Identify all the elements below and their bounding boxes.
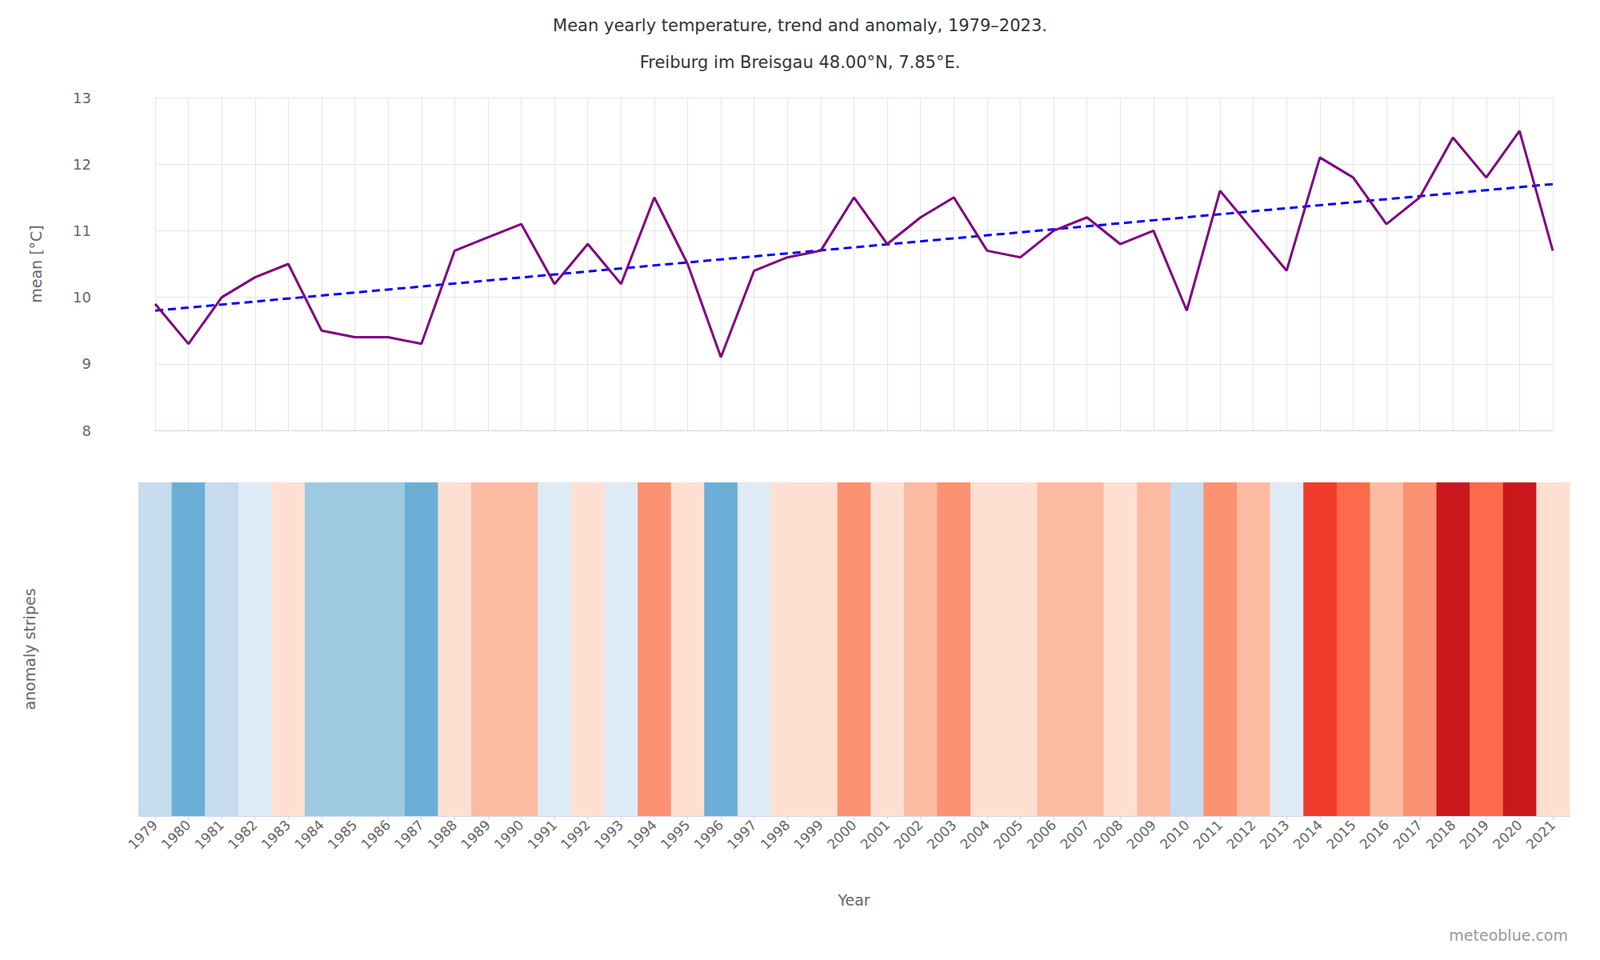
svg-text:1989: 1989: [457, 816, 494, 853]
svg-text:2016: 2016: [1356, 816, 1393, 853]
svg-text:2020: 2020: [1489, 816, 1526, 853]
svg-text:1981: 1981: [191, 816, 228, 853]
svg-text:2004: 2004: [956, 816, 993, 853]
svg-text:2015: 2015: [1323, 816, 1360, 853]
svg-text:2009: 2009: [1123, 816, 1160, 853]
svg-text:Year: Year: [836, 891, 870, 909]
svg-text:2017: 2017: [1389, 816, 1426, 853]
svg-text:1995: 1995: [657, 816, 694, 853]
svg-text:1979: 1979: [124, 816, 161, 853]
svg-text:1998: 1998: [757, 816, 794, 853]
svg-text:1987: 1987: [391, 816, 428, 853]
svg-text:2008: 2008: [1090, 816, 1127, 853]
svg-text:1992: 1992: [557, 816, 594, 853]
svg-text:1994: 1994: [624, 816, 660, 853]
svg-text:2010: 2010: [1156, 816, 1193, 853]
svg-text:12: 12: [72, 156, 92, 173]
svg-text:2005: 2005: [990, 816, 1027, 853]
svg-text:8: 8: [82, 422, 92, 440]
svg-text:mean [°C]: mean [°C]: [27, 224, 45, 304]
svg-text:2011: 2011: [1190, 816, 1227, 853]
svg-text:1990: 1990: [491, 816, 528, 853]
svg-text:1999: 1999: [790, 816, 827, 853]
svg-text:10: 10: [72, 288, 92, 306]
svg-text:2000: 2000: [824, 816, 860, 853]
svg-text:2007: 2007: [1056, 816, 1093, 853]
svg-text:1996: 1996: [690, 816, 727, 853]
svg-text:2019: 2019: [1456, 816, 1492, 853]
svg-text:2002: 2002: [890, 816, 927, 853]
svg-text:meteoblue.com: meteoblue.com: [1448, 926, 1568, 944]
svg-text:1997: 1997: [724, 816, 760, 853]
svg-text:1991: 1991: [524, 816, 560, 853]
svg-text:Freiburg im Breisgau 48.00°N,: Freiburg im Breisgau 48.00°N, 7.85°E.: [640, 52, 961, 72]
svg-text:2018: 2018: [1423, 816, 1460, 853]
svg-text:1983: 1983: [258, 816, 295, 853]
svg-text:1993: 1993: [591, 816, 628, 853]
svg-text:13: 13: [72, 89, 92, 107]
svg-text:2012: 2012: [1223, 816, 1260, 853]
svg-text:anomaly stripes: anomaly stripes: [20, 588, 39, 710]
svg-text:Mean yearly temperature, trend: Mean yearly temperature, trend and anoma…: [552, 16, 1048, 36]
svg-text:2021: 2021: [1523, 816, 1560, 853]
svg-text:2013: 2013: [1256, 816, 1293, 853]
svg-text:1980: 1980: [158, 816, 195, 853]
svg-text:9: 9: [82, 355, 92, 372]
svg-text:1982: 1982: [224, 816, 261, 853]
svg-text:1986: 1986: [357, 816, 394, 853]
svg-text:2014: 2014: [1289, 816, 1326, 853]
svg-text:11: 11: [72, 222, 92, 240]
svg-text:2006: 2006: [1023, 816, 1060, 853]
svg-text:2003: 2003: [924, 816, 960, 853]
svg-text:1984: 1984: [291, 816, 328, 853]
svg-text:1988: 1988: [424, 816, 461, 853]
svg-text:1985: 1985: [324, 816, 361, 853]
svg-text:2001: 2001: [856, 816, 893, 853]
